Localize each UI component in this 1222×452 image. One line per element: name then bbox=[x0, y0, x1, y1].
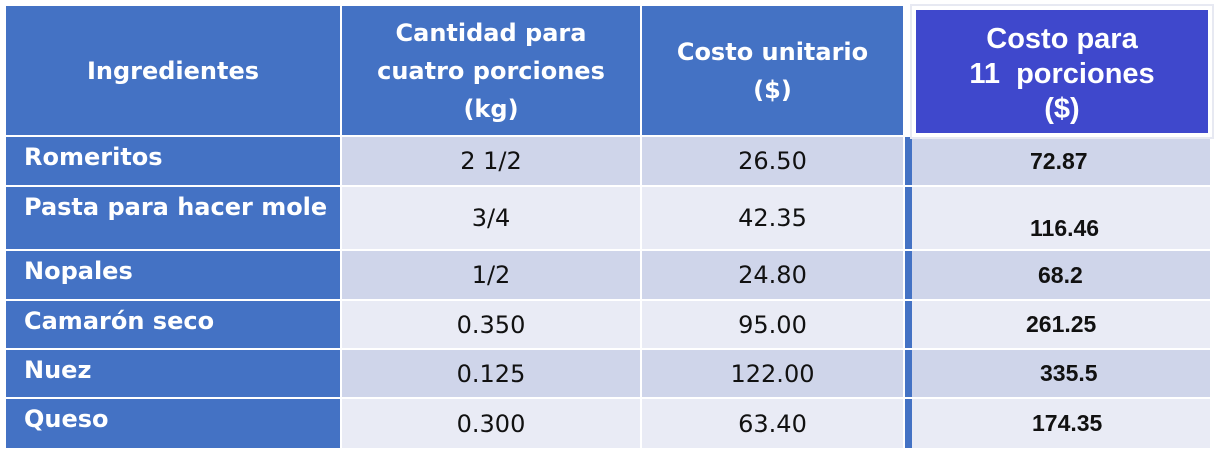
ingredient-name: Pasta para hacer mole bbox=[6, 187, 342, 251]
cost-11-value: 335.5 bbox=[1040, 360, 1098, 386]
quantity-cell: 2 1/2 bbox=[342, 137, 642, 187]
unit-cost-cell: 26.50 bbox=[642, 137, 905, 187]
ingredient-name: Nopales bbox=[6, 251, 342, 301]
column-divider bbox=[905, 350, 912, 399]
header-row: Ingredientes Cantidad para cuatro porcio… bbox=[6, 4, 1214, 139]
table-row: Romeritos 2 1/2 26.50 72.87 bbox=[6, 137, 1212, 187]
cost-11-value: 116.46 bbox=[1030, 214, 1100, 241]
header-quantity: Cantidad para cuatro porciones (kg) bbox=[342, 6, 642, 137]
ingredient-name: Nuez bbox=[6, 350, 342, 399]
cost-11-value: 261.25 bbox=[1026, 311, 1097, 337]
ingredient-name: Queso bbox=[6, 399, 342, 450]
table-row: Nopales 1/2 24.80 68.2 bbox=[6, 251, 1212, 301]
header-unit-cost-line-1: Costo unitario bbox=[676, 37, 869, 66]
column-divider bbox=[905, 301, 912, 350]
table-row: Nuez 0.125 122.00 335.5 bbox=[6, 350, 1212, 399]
table-row: Queso 0.300 63.40 174.35 bbox=[6, 399, 1212, 450]
header-quantity-line-2: cuatro porciones bbox=[377, 56, 605, 85]
cost-11-cell: 335.5 bbox=[912, 350, 1212, 399]
header-gap bbox=[905, 6, 912, 137]
header-quantity-line-3: (kg) bbox=[463, 94, 519, 123]
header-unit-cost-line-2: ($) bbox=[753, 75, 792, 104]
cost-11-value: 72.87 bbox=[1030, 147, 1088, 174]
header-ingredients: Ingredientes bbox=[6, 6, 342, 137]
header-cost-11-portions: Costo para 11 porciones ($) bbox=[910, 4, 1214, 139]
unit-cost-cell: 122.00 bbox=[642, 350, 905, 399]
quantity-cell: 0.125 bbox=[342, 350, 642, 399]
header-cost-11-line-3: ($) bbox=[1044, 93, 1080, 125]
table-row: Camarón seco 0.350 95.00 261.25 bbox=[6, 301, 1212, 350]
header-cost-11-line-1: Costo para bbox=[986, 23, 1138, 55]
unit-cost-cell: 42.35 bbox=[642, 187, 905, 251]
quantity-cell: 3/4 bbox=[342, 187, 642, 251]
ingredient-cost-table: Ingredientes Cantidad para cuatro porcio… bbox=[6, 4, 1214, 450]
unit-cost-cell: 63.40 bbox=[642, 399, 905, 450]
column-divider bbox=[905, 251, 912, 301]
cost-11-value: 174.35 bbox=[1032, 410, 1103, 436]
table-row: Pasta para hacer mole 3/4 42.35 116.46 bbox=[6, 187, 1212, 251]
header-quantity-line-1: Cantidad para bbox=[395, 18, 587, 47]
column-divider bbox=[905, 399, 912, 450]
unit-cost-cell: 24.80 bbox=[642, 251, 905, 301]
ingredient-name: Camarón seco bbox=[6, 301, 342, 350]
cost-11-value: 68.2 bbox=[1038, 261, 1083, 288]
header-unit-cost: Costo unitario ($) bbox=[642, 6, 905, 137]
cost-11-cell: 174.35 bbox=[912, 399, 1212, 450]
unit-cost-cell: 95.00 bbox=[642, 301, 905, 350]
header-cost-11-line-2: 11 porciones bbox=[969, 58, 1155, 90]
quantity-cell: 0.300 bbox=[342, 399, 642, 450]
column-divider bbox=[905, 137, 912, 187]
ingredient-name: Romeritos bbox=[6, 137, 342, 187]
cost-11-cell: 261.25 bbox=[912, 301, 1212, 350]
cost-11-cell: 116.46 bbox=[912, 187, 1212, 251]
header-ingredients-label: Ingredientes bbox=[86, 56, 260, 85]
quantity-cell: 1/2 bbox=[342, 251, 642, 301]
quantity-cell: 0.350 bbox=[342, 301, 642, 350]
column-divider bbox=[905, 187, 912, 251]
cost-11-cell: 72.87 bbox=[912, 137, 1212, 187]
cost-11-cell: 68.2 bbox=[912, 251, 1212, 301]
